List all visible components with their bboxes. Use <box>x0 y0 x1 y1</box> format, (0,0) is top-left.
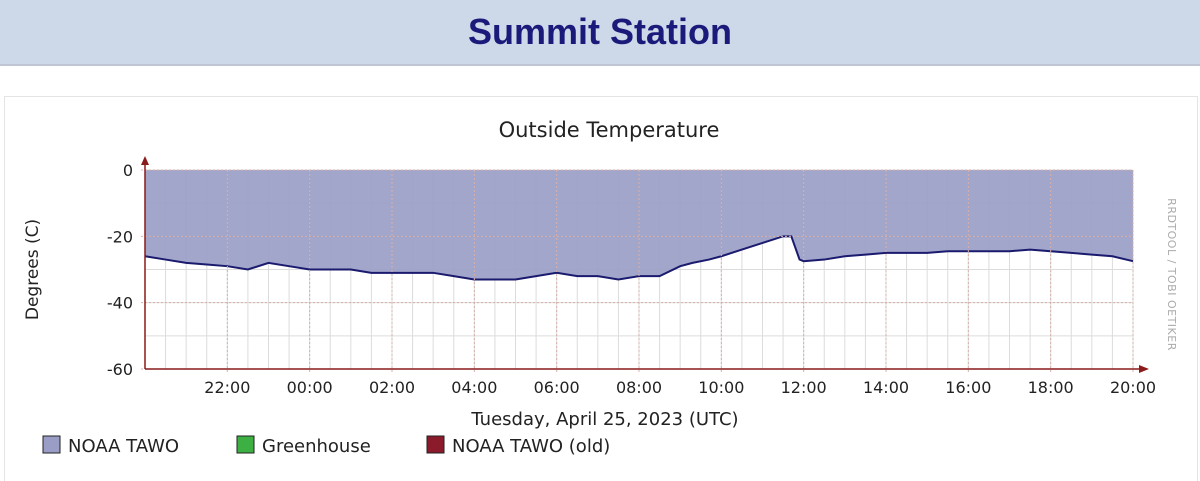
legend-swatch <box>42 435 61 454</box>
x-tick-label: 00:00 <box>287 378 333 397</box>
x-tick-label: 12:00 <box>781 378 827 397</box>
x-tick-label: 20:00 <box>1110 378 1156 397</box>
x-tick-label: 16:00 <box>945 378 991 397</box>
y-tick-label: -40 <box>107 294 133 313</box>
y-axis-arrow <box>141 156 149 165</box>
x-tick-label: 06:00 <box>534 378 580 397</box>
x-axis-label: Tuesday, April 25, 2023 (UTC) <box>470 409 738 430</box>
legend-label: NOAA TAWO <box>68 436 179 457</box>
chart-title: Outside Temperature <box>499 118 720 142</box>
x-tick-label: 08:00 <box>616 378 662 397</box>
y-tick-label: 0 <box>123 161 133 180</box>
legend-label: Greenhouse <box>262 436 371 457</box>
x-tick-label: 10:00 <box>698 378 744 397</box>
legend-swatch <box>426 435 445 454</box>
legend-label: NOAA TAWO (old) <box>452 436 610 457</box>
x-tick-label: 22:00 <box>204 378 250 397</box>
page-title: Summit Station <box>467 11 732 52</box>
x-tick-label: 14:00 <box>863 378 909 397</box>
x-tick-label: 02:00 <box>369 378 415 397</box>
chart-panel: Outside Temperature 22:00 00:00 02:00 04:00 0… <box>4 96 1198 481</box>
legend-swatch <box>236 435 255 454</box>
temperature-chart: Outside Temperature 22:00 00:00 02:00 04:00 0… <box>23 118 1178 457</box>
y-axis-label: Degrees (C) <box>23 219 43 320</box>
y-tick-label: -20 <box>107 227 133 246</box>
x-tick-label: 04:00 <box>451 378 497 397</box>
y-tick-label: -60 <box>107 360 133 379</box>
x-axis-arrow <box>1139 365 1149 373</box>
rrdtool-watermark: RRDTOOL / TOBI OETIKER <box>1165 198 1178 351</box>
page-header: Summit Station <box>0 0 1200 66</box>
series-line-noaa-tawo <box>144 235 1134 281</box>
x-tick-label: 18:00 <box>1028 378 1074 397</box>
